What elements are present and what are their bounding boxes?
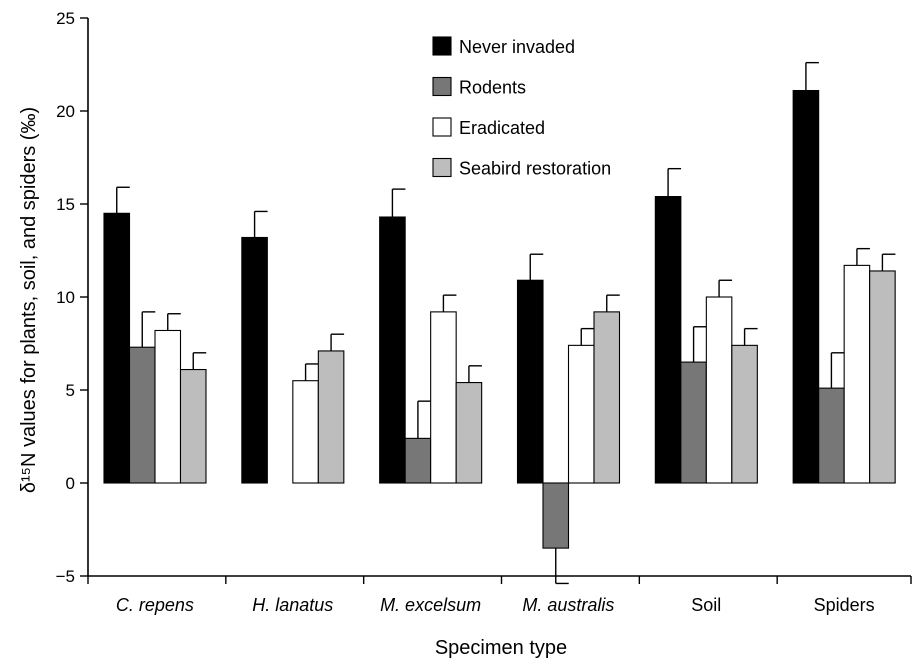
bar-rodents (818, 387, 845, 484)
category-label: M. excelsum (380, 595, 481, 615)
bar-never-invaded (379, 216, 406, 484)
bar-seabird-restoration (731, 344, 758, 484)
bar-never-invaded (241, 236, 268, 484)
legend-label: Seabird restoration (459, 159, 611, 179)
bar-rodents (404, 437, 432, 484)
bar-seabird-restoration (455, 382, 483, 484)
bar-seabird-restoration (317, 350, 345, 484)
bar-never-invaded (516, 279, 544, 484)
category-label: Soil (691, 595, 721, 615)
legend-swatch (432, 117, 452, 137)
y-tick-label: −5 (56, 567, 75, 586)
legend-label: Never invaded (459, 37, 575, 57)
bar-never-invaded (103, 212, 131, 484)
y-tick-label: 15 (56, 195, 75, 214)
category-label: M. australis (522, 595, 614, 615)
y-tick-label: 5 (66, 381, 75, 400)
plot-area: −5 0 5 10 15 20 25 C. repens H. lanatus M. excels… (56, 9, 912, 615)
bar-eradicated (292, 380, 319, 484)
bar-eradicated (705, 296, 733, 484)
y-tick-label: 0 (66, 474, 75, 493)
y-tick-label: 25 (56, 9, 75, 28)
bar-seabird-restoration (593, 311, 621, 484)
bar-eradicated (567, 344, 595, 484)
x-axis-title: Specimen type (435, 637, 567, 659)
category-label: C. repens (116, 595, 194, 615)
y-tick-label: 20 (56, 102, 75, 121)
legend-label: Rodents (459, 78, 526, 98)
bar-never-invaded (792, 89, 820, 484)
category-label: H. lanatus (252, 595, 333, 615)
legend: Never invaded Rodents Eradicated Seabird re… (432, 36, 611, 179)
bar-eradicated (430, 311, 457, 484)
bar-rodents (128, 346, 156, 484)
bar-seabird-restoration (869, 270, 896, 484)
bar-rodents (680, 361, 707, 484)
legend-swatch (432, 36, 452, 56)
y-tick-label: 10 (56, 288, 75, 307)
bar-never-invaded (654, 196, 682, 484)
legend-swatch (432, 76, 452, 97)
legend-label: Eradicated (459, 118, 545, 138)
legend-swatch (432, 157, 452, 178)
category-label: Spiders (814, 595, 875, 615)
bar-eradicated (154, 329, 182, 484)
bar-seabird-restoration (179, 368, 207, 484)
y-axis-title: δ¹⁵N values for plants, soil, and spider… (18, 107, 40, 493)
bar-rodents (542, 482, 570, 549)
bar-eradicated (843, 264, 871, 484)
